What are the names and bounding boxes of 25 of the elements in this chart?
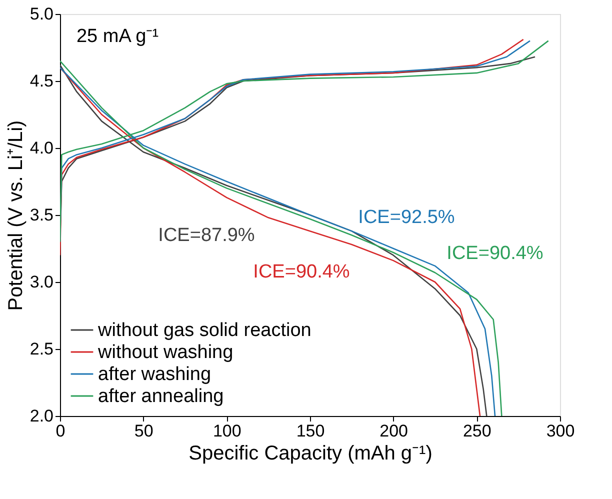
y-tick-label: 3.5 — [30, 206, 54, 224]
legend-label: after annealing — [98, 386, 224, 407]
y-axis-title: Potential (V vs. Li⁺/Li) — [4, 120, 27, 311]
legend-label: without gas solid reaction — [97, 320, 312, 341]
legend-label: after washing — [98, 364, 212, 385]
annotation: ICE=90.4% — [253, 261, 350, 282]
annotation: ICE=90.4% — [446, 243, 544, 264]
x-axis-title: Specific Capacity (mAh g⁻¹) — [188, 442, 432, 464]
annotation: ICE=87.9% — [158, 225, 255, 246]
y-tick-label: 4.5 — [30, 72, 54, 90]
y-tick-label: 2.5 — [30, 340, 54, 358]
x-tick-label: 100 — [212, 422, 242, 440]
y-tick-label: 2.0 — [30, 406, 54, 426]
y-tick-label: 4.0 — [30, 138, 54, 158]
x-tick-label: 200 — [380, 422, 408, 440]
x-tick-label: 250 — [462, 422, 492, 440]
x-tick-label: 150 — [296, 422, 325, 440]
legend-label: without washing — [97, 342, 234, 363]
x-tick-label: 0 — [56, 422, 66, 440]
annotation: 25 mA g⁻¹ — [76, 26, 159, 48]
y-tick-label: 3.0 — [30, 272, 54, 292]
x-tick-label: 50 — [134, 422, 154, 440]
x-tick-label: 300 — [546, 422, 575, 440]
annotation: ICE=92.5% — [358, 207, 455, 228]
y-tick-label: 5.0 — [30, 4, 54, 24]
